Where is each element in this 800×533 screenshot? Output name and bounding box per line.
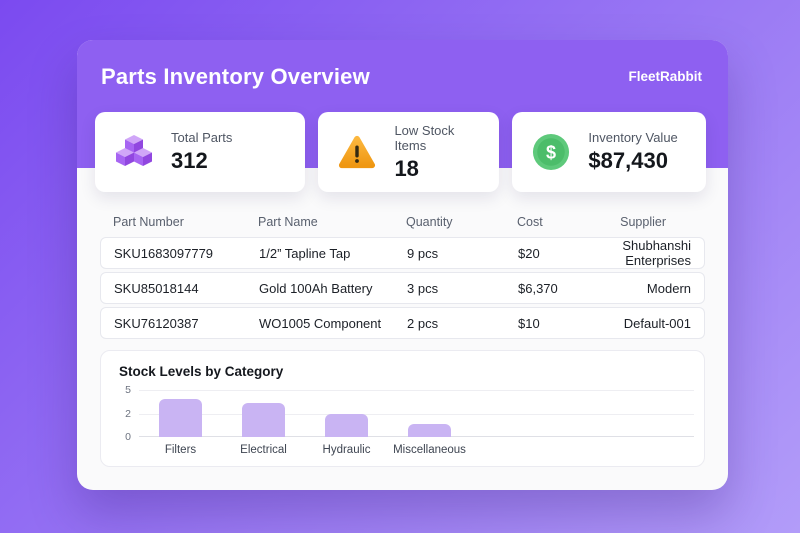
x-label-hydraulic: Hydraulic <box>322 444 371 456</box>
table-row[interactable]: SKU1683097779 1/2” Tapline Tap 9 pcs $20… <box>100 237 705 269</box>
cell-supplier: Default-001 <box>623 315 691 331</box>
column-header-quantity: Quantity <box>406 215 453 229</box>
table-row[interactable]: SKU76120387 WO1005 Component 2 pcs $10 D… <box>100 307 705 339</box>
gridline <box>139 390 694 391</box>
stat-text: Total Parts 312 <box>171 130 232 174</box>
cell-quantity: 3 pcs <box>407 280 439 296</box>
stat-value: 18 <box>394 155 419 181</box>
x-axis-labels: Filters Electrical Hydraulic Miscellaneo… <box>139 444 694 456</box>
cell-quantity: 9 pcs <box>407 245 439 261</box>
stat-card-total-parts: Total Parts 312 <box>95 112 306 192</box>
cell-part-number: SKU85018144 <box>114 280 199 296</box>
cell-part-name: WO1005 Component <box>259 315 382 331</box>
cell-part-number: SKU76120387 <box>114 315 199 331</box>
table-row[interactable]: SKU85018144 Gold 100Ah Battery 3 pcs $6,… <box>100 272 705 304</box>
stat-label: Inventory Value <box>588 130 678 145</box>
dollar-icon: $ <box>530 132 572 172</box>
brand-logo: FleetRabbit <box>628 69 702 84</box>
bar-hydraulic <box>325 413 368 437</box>
stat-value: 312 <box>171 148 208 173</box>
column-header-part-name: Part Name <box>258 215 318 229</box>
stat-label: Low Stock Items <box>394 122 455 153</box>
warning-icon <box>336 132 378 172</box>
cell-part-name: 1/2” Tapline Tap <box>259 245 351 261</box>
x-label-electrical: Electrical <box>240 444 287 456</box>
table-header-row: Part Number Part Name Quantity Cost Supp… <box>100 207 705 237</box>
column-header-part-number: Part Number <box>113 215 184 229</box>
cell-quantity: 2 pcs <box>407 315 439 331</box>
chart-title: Stock Levels by Category <box>119 364 284 379</box>
stock-levels-chart-card: Stock Levels by Category 5 2 0 Filters <box>100 350 705 467</box>
stat-label: Total Parts <box>171 130 233 145</box>
y-axis: 5 2 0 <box>119 384 133 443</box>
dashboard-panel: Parts Inventory Overview FleetRabbit <box>77 40 728 490</box>
gridline <box>139 413 694 415</box>
x-label-miscellaneous: Miscellaneous <box>393 444 466 456</box>
bars <box>139 390 694 437</box>
stat-text: Inventory Value $87,430 <box>588 130 677 174</box>
cell-cost: $20 <box>518 245 540 261</box>
bar-chart: 5 2 0 <box>119 384 694 443</box>
bar-filters <box>159 399 202 437</box>
cell-cost: $6,370 <box>518 280 558 296</box>
cell-part-name: Gold 100Ah Battery <box>259 280 373 296</box>
plot-area <box>139 390 694 437</box>
x-label-filters: Filters <box>164 444 197 456</box>
page-title: Parts Inventory Overview <box>101 64 370 89</box>
column-header-cost: Cost <box>517 215 543 229</box>
y-tick: 5 <box>125 384 131 396</box>
stats-row: Total Parts 312 Low Stock Items <box>95 112 706 192</box>
y-tick: 2 <box>125 407 131 420</box>
parts-table: Part Number Part Name Quantity Cost Supp… <box>100 207 705 339</box>
boxes-icon <box>113 132 155 172</box>
bar-miscellaneous <box>408 423 451 437</box>
cell-part-number: SKU1683097779 <box>114 245 214 261</box>
stat-card-low-stock: Low Stock Items 18 <box>318 112 500 192</box>
bar-electrical <box>242 403 285 437</box>
svg-text:$: $ <box>546 143 556 163</box>
cell-supplier: Shubhanshi Enterprises <box>622 238 691 268</box>
stat-card-inventory-value: $ Inventory Value $87,430 <box>512 112 706 192</box>
y-tick: 0 <box>125 431 131 443</box>
cell-supplier: Modern <box>646 280 691 296</box>
stat-text: Low Stock Items 18 <box>394 123 485 182</box>
column-header-supplier: Supplier <box>620 215 666 229</box>
cell-cost: $10 <box>518 315 540 331</box>
stat-value: $87,430 <box>588 148 668 173</box>
